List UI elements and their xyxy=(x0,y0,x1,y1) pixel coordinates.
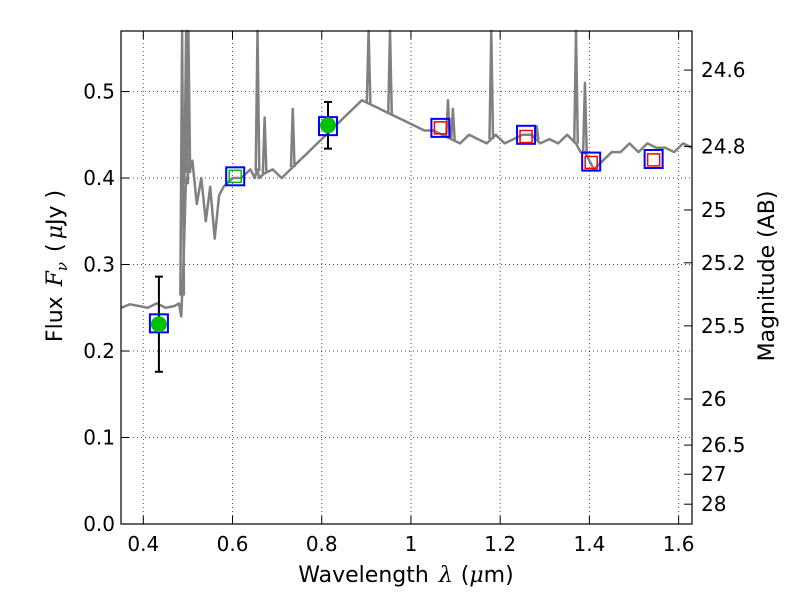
model-photometry-square xyxy=(581,151,602,172)
mag-tick-label: 28 xyxy=(701,492,726,516)
emission-line xyxy=(261,116,268,174)
observed-flux-marker xyxy=(228,169,242,184)
y-tick-label: 0.1 xyxy=(83,426,115,450)
y2-axis-label: Magnitude (AB) xyxy=(755,191,780,362)
tick-labels: 0.4 0.6 0.8 1 1.2 1.4 1.6 0.0 0.1 0.2 0.3 0.4 0.5 24.… xyxy=(83,58,745,556)
emission-line xyxy=(581,81,588,153)
x-tick-label: 1.4 xyxy=(573,532,605,556)
observed-flux-point xyxy=(319,117,336,134)
emission-line xyxy=(488,29,495,140)
x-axis-label: Wavelength λ (μm) xyxy=(298,563,513,588)
emission-line xyxy=(289,107,296,168)
axes xyxy=(120,30,693,525)
model-photometry-square xyxy=(317,116,338,137)
x-tick-label: 0.8 xyxy=(306,532,338,556)
y-tick-label: 0.0 xyxy=(83,512,115,536)
mag-tick-label: 25.5 xyxy=(701,314,746,338)
emission-line xyxy=(254,29,261,172)
x-tick-label: 0.6 xyxy=(217,532,249,556)
mag-tick-label: 27 xyxy=(701,462,726,486)
predicted-flux-square xyxy=(433,121,448,135)
y-tick-label: 0.5 xyxy=(83,80,115,104)
observed-flux-point xyxy=(150,316,167,333)
emission-line xyxy=(572,29,580,144)
x-tick-label: 0.4 xyxy=(127,532,159,556)
y-axis-label: FluxFν(μJy ) xyxy=(43,190,71,342)
model-photometry-square xyxy=(148,313,169,334)
y-tick-label: 0.4 xyxy=(83,166,115,190)
x-tick-label: 1.6 xyxy=(663,532,695,556)
photometry-points xyxy=(148,100,664,373)
x-tick-label: 1 xyxy=(405,532,418,556)
mag-tick-label: 24.8 xyxy=(701,134,746,158)
y-tick-label: 0.2 xyxy=(83,339,115,363)
model-spectrum xyxy=(120,29,693,318)
predicted-flux-square xyxy=(519,129,533,144)
predicted-flux-square xyxy=(646,153,661,167)
mag-tick-label: 25 xyxy=(701,198,726,222)
predicted-flux-square xyxy=(584,155,598,170)
emission-line xyxy=(365,29,372,104)
y-tick-label: 0.3 xyxy=(83,253,115,277)
mag-tick-label: 24.6 xyxy=(701,58,746,82)
model-spectrum-line xyxy=(120,98,693,318)
model-photometry-square xyxy=(225,166,246,187)
grid-lines xyxy=(121,31,692,525)
model-photometry-square xyxy=(516,124,537,145)
mag-tick-label: 26 xyxy=(701,387,726,411)
x-tick-label: 1.2 xyxy=(484,532,516,556)
plot-frame xyxy=(120,30,693,525)
model-photometry-square xyxy=(643,149,664,170)
emission-line xyxy=(449,107,456,141)
mag-tick-label: 26.5 xyxy=(701,433,746,457)
mag-tick-label: 25.2 xyxy=(701,251,746,275)
emission-line xyxy=(386,29,394,114)
model-photometry-square xyxy=(430,117,451,138)
